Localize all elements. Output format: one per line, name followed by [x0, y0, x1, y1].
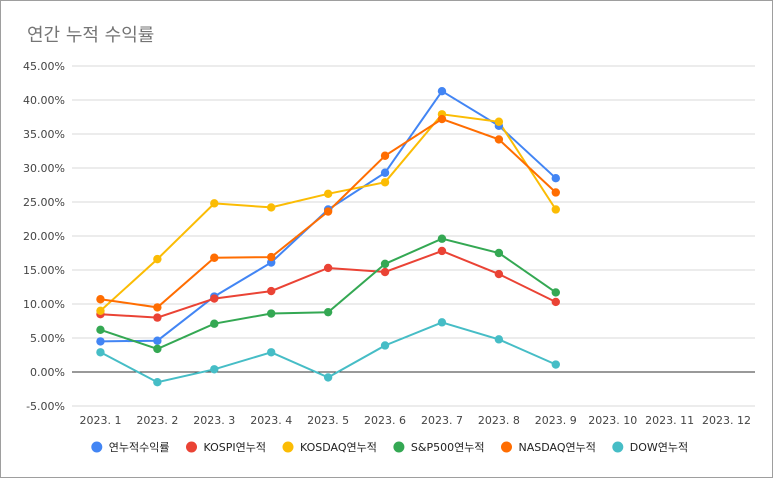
y-tick-label: 0.00% [30, 366, 65, 379]
data-point [153, 378, 162, 387]
x-tick-label: 2023. 1 [79, 414, 121, 427]
data-point [96, 306, 105, 315]
data-point [153, 254, 162, 264]
data-point [380, 178, 390, 187]
legend-label: S&P500연누적 [411, 441, 485, 454]
y-tick-label: 25.00% [23, 196, 65, 209]
data-point [323, 307, 333, 317]
data-point [551, 297, 560, 307]
data-point [267, 309, 276, 318]
series-lines [99, 89, 557, 384]
y-tick-label: 5.00% [30, 332, 65, 345]
chart-title: 연간 누적 수익률 [27, 25, 155, 46]
data-point [267, 348, 276, 357]
data-point [551, 188, 560, 197]
y-tick-label: 35.00% [23, 128, 65, 141]
data-point [494, 335, 504, 344]
data-point [153, 313, 162, 322]
data-point [96, 325, 105, 335]
y-tick-label: 45.00% [23, 60, 65, 73]
data-point [210, 199, 219, 208]
y-tick-label: 10.00% [23, 298, 65, 311]
data-point [323, 373, 333, 382]
data-point [380, 168, 390, 177]
data-point [437, 246, 447, 256]
data-point [380, 267, 390, 277]
x-tick-label: 2023. 6 [364, 414, 406, 427]
legend-label: KOSPI연누적 [204, 441, 267, 454]
y-tick-label: -5.00% [26, 400, 65, 413]
x-tick-label: 2023. 2 [136, 414, 178, 427]
data-point [494, 117, 504, 126]
data-point [153, 344, 162, 354]
data-point [551, 288, 560, 297]
legend-marker [186, 441, 197, 453]
data-point [96, 348, 105, 357]
x-tick-label: 2023. 3 [193, 414, 235, 427]
data-point [437, 318, 447, 327]
x-tick-label: 2023. 5 [307, 414, 349, 427]
data-point [437, 86, 447, 96]
legend-item[interactable]: DOW연누적 [612, 441, 688, 454]
legend-item[interactable]: 연누적수익률 [91, 441, 170, 454]
legend-item[interactable]: S&P500연누적 [393, 441, 484, 454]
data-point [380, 151, 390, 160]
legend-item[interactable]: NASDAQ연누적 [501, 441, 596, 454]
data-point [267, 203, 276, 212]
x-tick-label: 2023. 9 [535, 414, 577, 427]
legend-item[interactable]: KOSDAQ연누적 [282, 441, 377, 454]
data-point [153, 303, 162, 312]
x-tick-label: 2023. 11 [645, 414, 694, 427]
x-tick-label: 2023. 12 [702, 414, 751, 427]
legend-label: NASDAQ연누적 [519, 441, 596, 454]
data-point [380, 259, 390, 269]
series-points [96, 86, 560, 387]
y-tick-label: 40.00% [23, 94, 65, 107]
data-point [267, 286, 276, 296]
data-point [210, 294, 219, 303]
data-point [96, 295, 105, 304]
data-point [437, 234, 447, 243]
data-point [551, 360, 560, 369]
data-point [494, 135, 504, 144]
data-point [267, 252, 276, 262]
y-tick-label: 30.00% [23, 162, 65, 175]
data-point [153, 336, 162, 345]
legend-marker [501, 441, 512, 453]
legend-label: 연누적수익률 [109, 441, 170, 454]
legend: 연누적수익률 KOSPI연누적 KOSDAQ연누적 S&P500연누적 NASDAQ연누… [91, 441, 688, 454]
data-point [210, 253, 219, 262]
data-point [210, 365, 219, 374]
legend-item[interactable]: KOSPI연누적 [186, 441, 266, 454]
data-point [210, 319, 219, 328]
y-tick-label: 20.00% [23, 230, 65, 243]
data-point [96, 337, 105, 346]
gridlines [72, 65, 755, 407]
data-point [323, 189, 333, 199]
x-tick-label: 2023. 4 [250, 414, 292, 427]
x-axis-ticks: 2023. 1 2023. 2 2023. 3 2023. 4 2023. 5 2023.… [79, 414, 751, 427]
data-point [551, 174, 560, 183]
data-point [323, 207, 333, 216]
data-point [551, 205, 560, 214]
data-point [323, 263, 333, 273]
data-point [380, 341, 390, 350]
data-point [494, 248, 504, 258]
legend-marker [282, 441, 294, 453]
y-axis-ticks: 45.00% 40.00% 35.00% 30.00% 25.00% 20.00% 15.0… [23, 60, 65, 413]
data-point [437, 114, 447, 124]
legend-marker [91, 441, 103, 453]
y-tick-label: 15.00% [23, 264, 65, 277]
series-line [100, 249, 557, 319]
x-tick-label: 2023. 10 [588, 414, 637, 427]
legend-marker [612, 441, 624, 453]
legend-label: KOSDAQ연누적 [300, 441, 377, 454]
legend-marker [393, 441, 405, 453]
x-tick-label: 2023. 8 [478, 414, 520, 427]
data-point [494, 269, 504, 279]
x-tick-label: 2023. 7 [421, 414, 463, 427]
legend-label: DOW연누적 [630, 441, 688, 454]
